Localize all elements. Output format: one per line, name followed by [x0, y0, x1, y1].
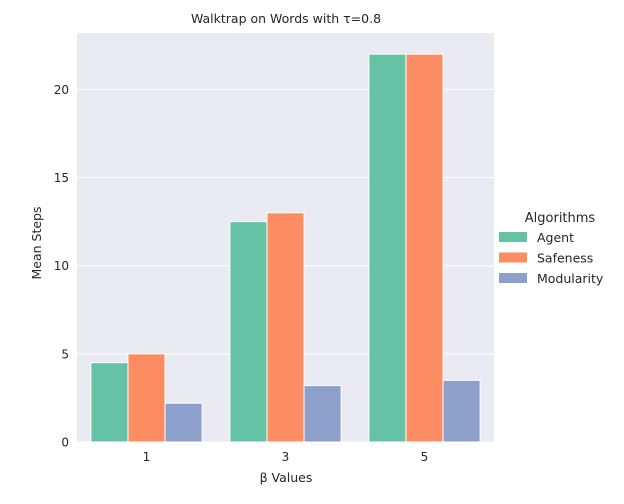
x-axis-label: β Values	[260, 470, 313, 485]
bar-agent-3	[229, 221, 268, 443]
y-tick-label: 5	[61, 347, 69, 361]
legend-swatch-safeness	[499, 252, 527, 263]
bar-safeness-5	[405, 53, 444, 443]
bar-agent-5	[368, 53, 407, 443]
bar-agent-1	[90, 362, 129, 443]
legend-label-safeness: Safeness	[537, 251, 593, 266]
legend-title: Algorithms	[525, 211, 596, 226]
legend-label-modularity: Modularity	[537, 271, 604, 286]
x-tick-label: 5	[421, 450, 429, 464]
y-tick-label: 20	[54, 83, 69, 97]
chart-title: Walktrap on Words with τ=0.8	[191, 11, 381, 26]
y-axis-ticks: 0 5 10 15 20	[54, 83, 69, 450]
x-tick-label: 1	[143, 450, 151, 464]
x-tick-label: 3	[282, 450, 290, 464]
legend-swatch-modularity	[499, 273, 527, 283]
bar-safeness-3	[266, 212, 305, 443]
bar-modularity-3	[303, 385, 342, 443]
y-tick-label: 0	[61, 436, 69, 450]
legend-label-agent: Agent	[537, 230, 574, 245]
y-tick-label: 15	[54, 171, 69, 185]
bar-modularity-5	[442, 379, 481, 443]
bars	[90, 53, 481, 443]
y-axis-label: Mean Steps	[29, 206, 44, 279]
bar-safeness-1	[127, 353, 166, 443]
x-axis-ticks: 1 3 5	[143, 450, 429, 464]
legend: Algorithms Agent Safeness Modularity	[499, 211, 604, 286]
y-tick-label: 10	[54, 259, 69, 273]
bar-modularity-1	[164, 402, 203, 443]
legend-swatch-agent	[499, 232, 527, 242]
